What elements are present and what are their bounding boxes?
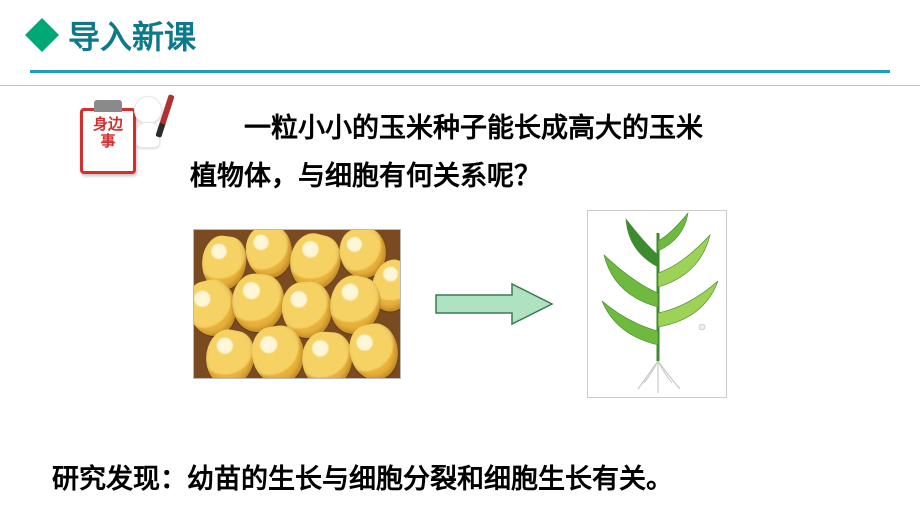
question-line1: 一粒小小的玉米种子能长成高大的玉米	[190, 104, 703, 152]
intro-row: 身边事 一粒小小的玉米种子能长成高大的玉米 植物体，与细胞有何关系呢？	[40, 102, 880, 200]
content-area: 身边事 一粒小小的玉米种子能长成高大的玉米 植物体，与细胞有何关系呢？	[0, 86, 920, 398]
clipboard-icon: 身边事	[60, 102, 170, 182]
arrow-icon	[432, 278, 556, 330]
header-title: 导入新课	[68, 12, 196, 58]
person-icon	[126, 96, 170, 156]
header-underline	[30, 70, 890, 73]
arrow-wrap	[429, 278, 559, 330]
conclusion-text: 研究发现：幼苗的生长与细胞分裂和细胞生长有关。	[52, 457, 673, 496]
clipboard-label: 身边事	[88, 116, 128, 150]
diamond-icon	[25, 18, 59, 52]
question-line2: 植物体，与细胞有何关系呢？	[190, 152, 703, 200]
slide-header: 导入新课	[0, 0, 920, 66]
clipboard-clip	[94, 100, 122, 112]
images-row	[40, 210, 880, 398]
corn-image	[193, 229, 401, 379]
question-text: 一粒小小的玉米种子能长成高大的玉米 植物体，与细胞有何关系呢？	[190, 102, 703, 200]
plant-image	[587, 210, 727, 398]
plant-svg	[588, 211, 727, 398]
